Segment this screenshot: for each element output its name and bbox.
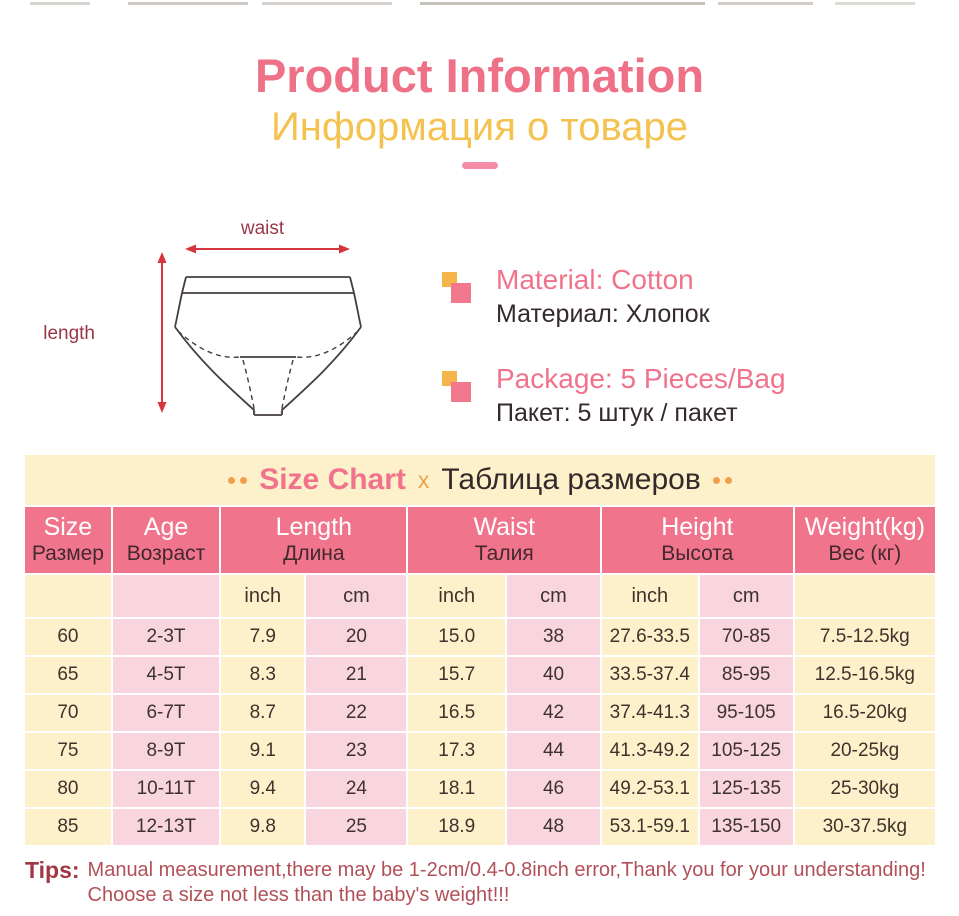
- length-label: length: [43, 323, 95, 344]
- header: Product Information Информация о товаре: [0, 50, 959, 169]
- data-cell: 7.5-12.5kg: [794, 619, 935, 655]
- page-subtitle-ru: Информация о товаре: [270, 104, 689, 149]
- data-cell: 6-7T: [112, 695, 220, 731]
- table-header-weightkg: Weight(kg) Вес (кг): [794, 507, 935, 573]
- square-bullet-icon: [442, 371, 474, 403]
- data-cell: 9.8: [221, 809, 305, 845]
- data-cell: 16.5: [408, 695, 506, 731]
- underwear-sketch-icon: [157, 244, 362, 416]
- data-cell: 95-105: [699, 695, 793, 731]
- size-chart-separator: x: [417, 466, 430, 493]
- data-cell: 16.5-20kg: [794, 695, 935, 731]
- table-header-age: Age Возраст: [112, 507, 220, 573]
- page-title: Product Information: [254, 49, 705, 102]
- data-cell: 17.3: [408, 733, 506, 769]
- data-cell: 15.7: [408, 657, 506, 693]
- data-cell: 20-25kg: [794, 733, 935, 769]
- table-header-length: Length Длина: [221, 507, 407, 573]
- material-info: Material: Cotton Материал: Хлопок: [440, 264, 900, 329]
- waist-label: waist: [240, 218, 285, 239]
- size-chart-section: Size Chart x Таблица размеров Size Размер…: [25, 455, 935, 845]
- tips-label: Tips:: [25, 857, 80, 883]
- tips-section: Tips: Manual measurement,there may be 1-…: [25, 858, 950, 908]
- tips-line-1: Manual measurement,there may be 1-2cm/0.…: [87, 859, 926, 881]
- unit-cell: inch: [602, 575, 698, 617]
- data-cell: 25-30kg: [794, 771, 935, 807]
- data-cell: 30-37.5kg: [794, 809, 935, 845]
- title-divider: [461, 161, 498, 169]
- data-cell: 22: [306, 695, 407, 731]
- data-cell: 18.1: [408, 771, 506, 807]
- data-cell: 40: [507, 657, 600, 693]
- data-cell: 20: [306, 619, 407, 655]
- data-cell: 15.0: [408, 619, 506, 655]
- material-text-ru: Материал: Хлопок: [496, 300, 710, 329]
- size-chart-title-ru: Таблица размеров: [441, 463, 701, 496]
- data-cell: 53.1-59.1: [602, 809, 698, 845]
- data-cell: 9.1: [221, 733, 305, 769]
- package-info: Package: 5 Pieces/Bag Пакет: 5 штук / па…: [440, 363, 900, 428]
- data-cell: 33.5-37.4: [602, 657, 698, 693]
- data-cell: 65: [25, 657, 111, 693]
- data-cell: 70: [25, 695, 111, 731]
- table-header-size: Size Размер: [25, 507, 111, 573]
- data-cell: 70-85: [699, 619, 793, 655]
- data-cell: 12-13T: [112, 809, 220, 845]
- material-text-en: Material: Cotton: [496, 264, 694, 295]
- package-text-ru: Пакет: 5 штук / пакет: [496, 399, 738, 428]
- data-cell: 8.7: [221, 695, 305, 731]
- square-bullet-icon: [442, 272, 474, 304]
- data-cell: 27.6-33.5: [602, 619, 698, 655]
- unit-cell: [25, 575, 111, 617]
- tips-text: Manual measurement,there may be 1-2cm/0.…: [88, 858, 926, 908]
- dots-icon: [712, 476, 732, 484]
- unit-cell: cm: [699, 575, 793, 617]
- data-cell: 4-5T: [112, 657, 220, 693]
- data-cell: 8.3: [221, 657, 305, 693]
- unit-cell: [112, 575, 220, 617]
- unit-cell: inch: [221, 575, 305, 617]
- unit-cell: cm: [306, 575, 407, 617]
- table-header-waist: Waist Талия: [408, 507, 600, 573]
- size-table: Size Размер Age Возраст Length Длина Waist Тали…: [25, 507, 935, 845]
- size-chart-banner: Size Chart x Таблица размеров: [25, 455, 935, 505]
- data-cell: 46: [507, 771, 600, 807]
- tips-line-2: Choose a size not less than the baby's w…: [87, 884, 510, 906]
- data-cell: 8-9T: [112, 733, 220, 769]
- data-cell: 7.9: [221, 619, 305, 655]
- measurement-diagram: waist length: [43, 215, 375, 427]
- package-text-en: Package: 5 Pieces/Bag: [496, 363, 786, 395]
- size-chart-title-en: Size Chart: [259, 463, 406, 496]
- data-cell: 25: [306, 809, 407, 845]
- data-cell: 38: [507, 619, 600, 655]
- table-header-height: Height Высота: [602, 507, 793, 573]
- data-cell: 2-3T: [112, 619, 220, 655]
- data-cell: 85: [25, 809, 111, 845]
- data-cell: 41.3-49.2: [602, 733, 698, 769]
- data-cell: 9.4: [221, 771, 305, 807]
- data-cell: 42: [507, 695, 600, 731]
- data-cell: 80: [25, 771, 111, 807]
- data-cell: 49.2-53.1: [602, 771, 698, 807]
- dots-icon: [228, 476, 248, 484]
- data-cell: 48: [507, 809, 600, 845]
- data-cell: 44: [507, 733, 600, 769]
- data-cell: 23: [306, 733, 407, 769]
- data-cell: 75: [25, 733, 111, 769]
- product-info-list: Material: Cotton Материал: Хлопок Packag…: [440, 264, 900, 462]
- data-cell: 12.5-16.5kg: [794, 657, 935, 693]
- unit-cell: inch: [408, 575, 506, 617]
- data-cell: 37.4-41.3: [602, 695, 698, 731]
- data-cell: 21: [306, 657, 407, 693]
- data-cell: 135-150: [699, 809, 793, 845]
- data-cell: 125-135: [699, 771, 793, 807]
- data-cell: 18.9: [408, 809, 506, 845]
- data-cell: 24: [306, 771, 407, 807]
- unit-cell: cm: [507, 575, 600, 617]
- data-cell: 60: [25, 619, 111, 655]
- data-cell: 105-125: [699, 733, 793, 769]
- data-cell: 10-11T: [112, 771, 220, 807]
- data-cell: 85-95: [699, 657, 793, 693]
- unit-cell: [794, 575, 935, 617]
